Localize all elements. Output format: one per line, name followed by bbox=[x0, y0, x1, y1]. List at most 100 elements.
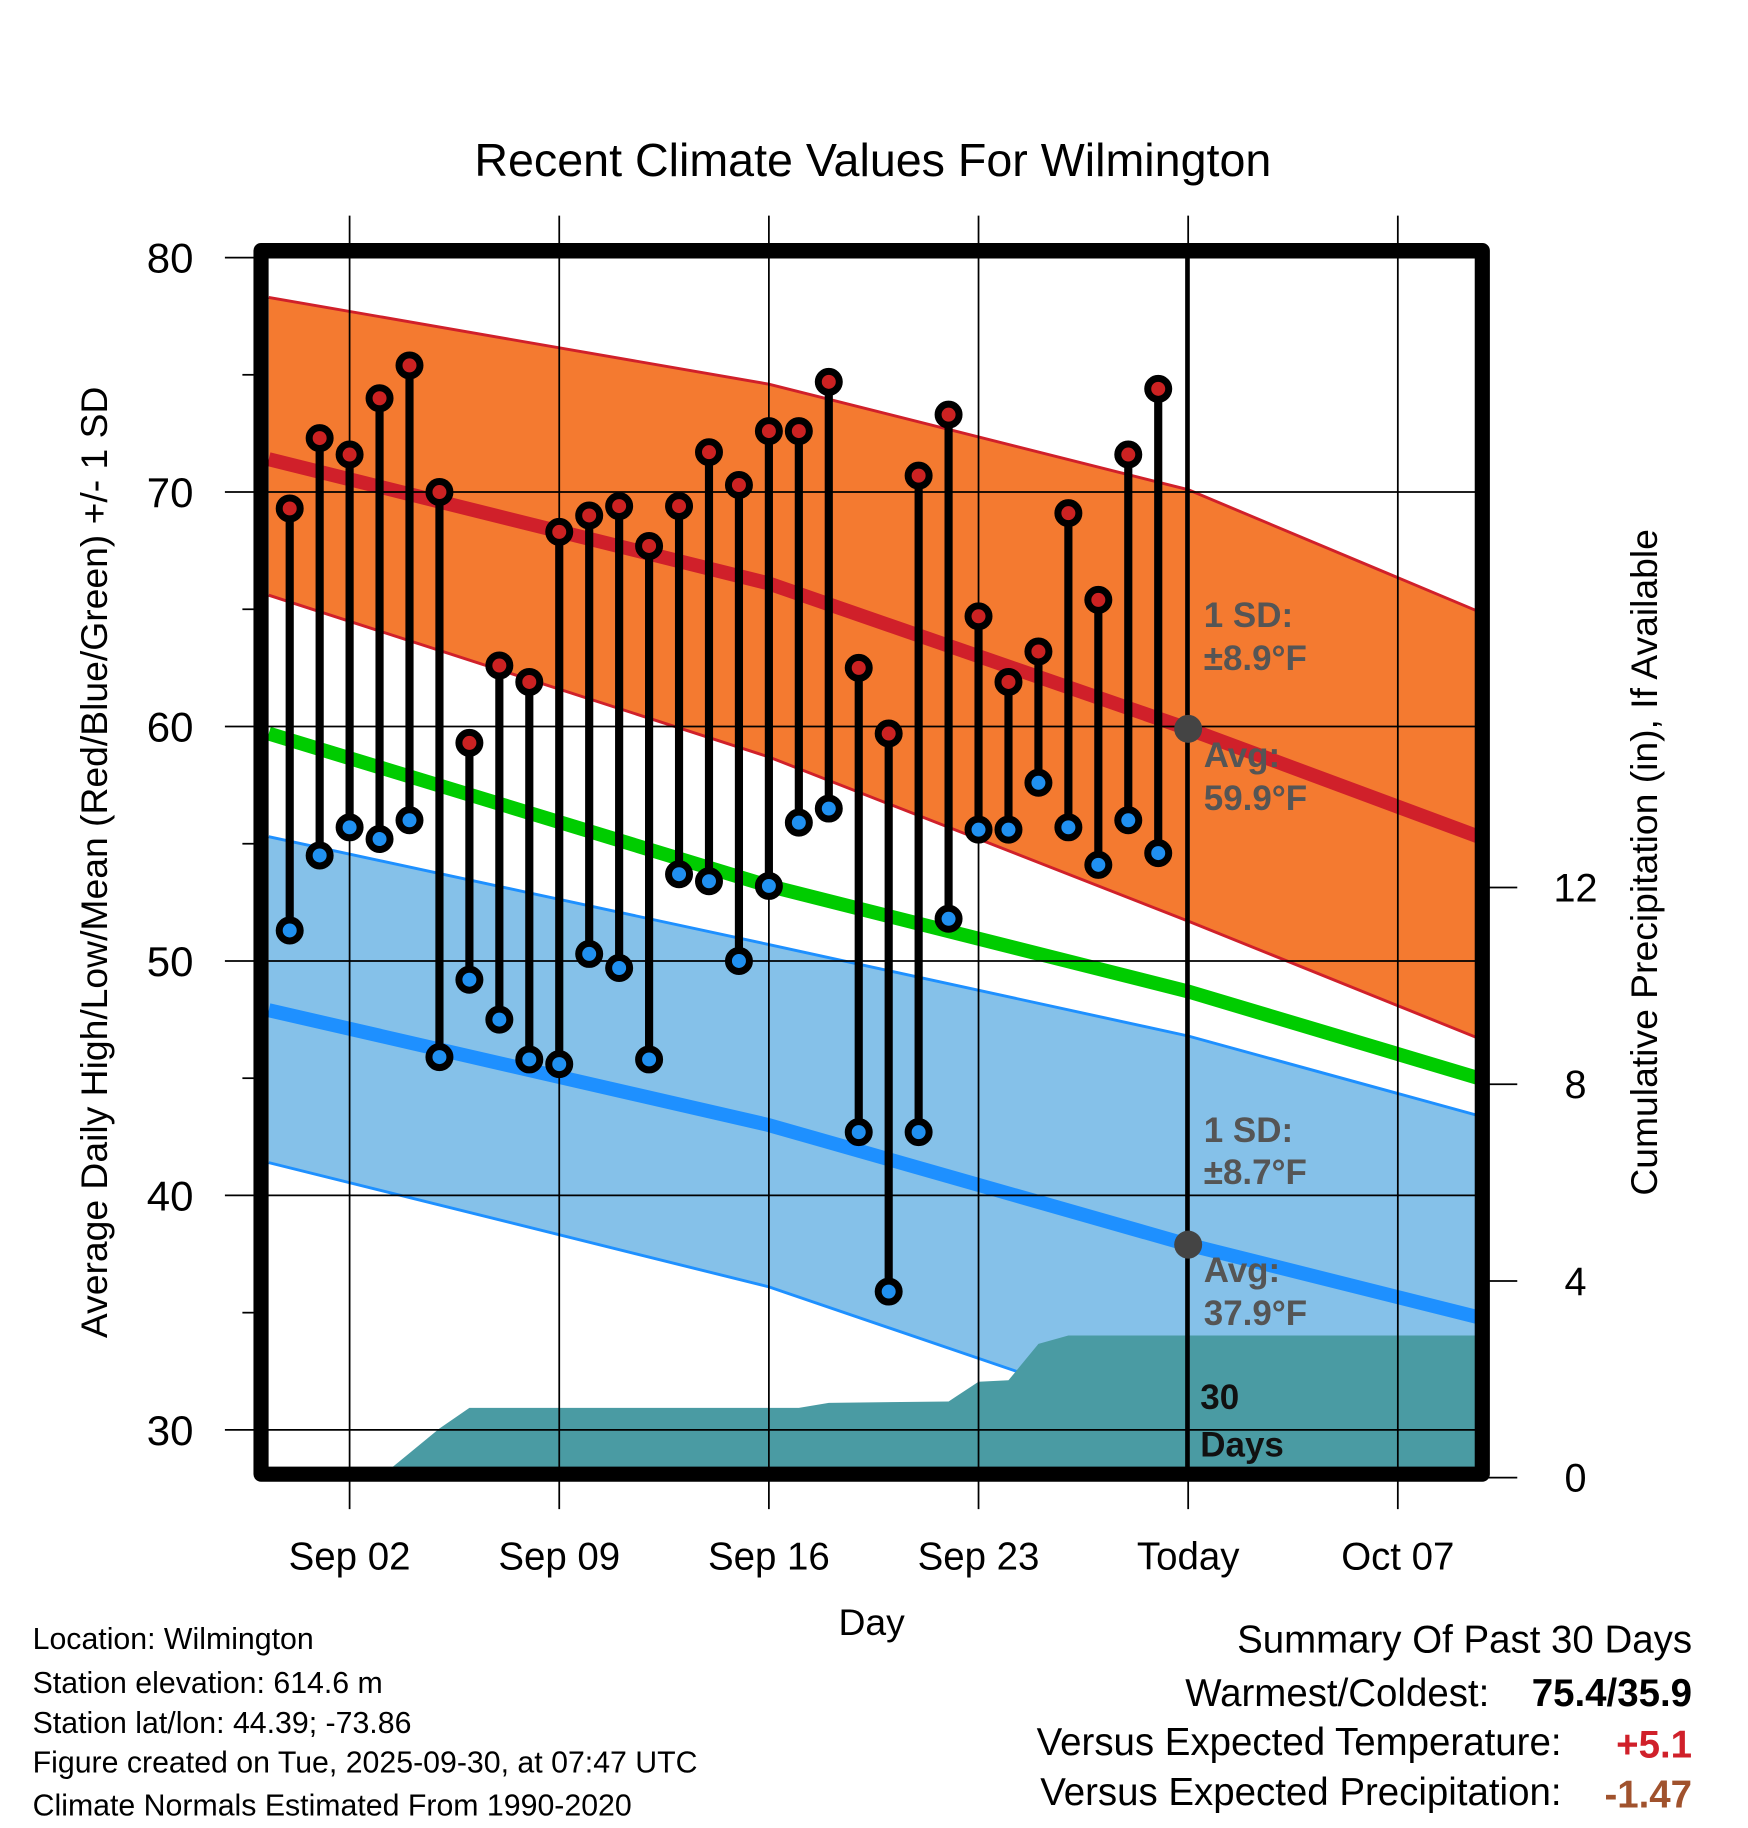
low-point bbox=[305, 841, 334, 870]
summary-title: Summary Of Past 30 Days bbox=[1237, 1618, 1692, 1661]
low-point bbox=[784, 808, 813, 837]
period-number: 30 bbox=[1200, 1378, 1239, 1417]
x-tick-label: Oct 07 bbox=[1341, 1536, 1454, 1579]
y2-axis-title: Cumulative Precipitation (in), If Availa… bbox=[1623, 529, 1665, 1196]
low-point bbox=[844, 1118, 873, 1147]
high-point bbox=[844, 653, 873, 682]
high-point bbox=[724, 471, 753, 499]
low-point bbox=[814, 794, 843, 823]
x-tick-label: Sep 02 bbox=[289, 1536, 411, 1579]
high-point bbox=[1114, 440, 1143, 469]
x-axis-labels: Sep 02 Sep 09 Sep 16 Sep 23 Today Oct 07 bbox=[289, 1536, 1455, 1579]
low-point bbox=[275, 916, 304, 945]
y-tick-label: 30 bbox=[147, 1407, 194, 1454]
low-point bbox=[964, 815, 993, 844]
low-point bbox=[1114, 806, 1143, 835]
high-point bbox=[665, 492, 694, 521]
high-point bbox=[335, 440, 364, 469]
high-avg-value: 59.9°F bbox=[1204, 779, 1307, 818]
y2-tick-label: 4 bbox=[1565, 1260, 1587, 1304]
high-point bbox=[784, 417, 813, 446]
low-point bbox=[395, 806, 424, 835]
high-point bbox=[994, 667, 1023, 696]
y-tick-label: 80 bbox=[147, 235, 194, 282]
high-point bbox=[425, 478, 454, 507]
y-tick-label: 50 bbox=[147, 938, 194, 985]
y2-tick-label: 12 bbox=[1553, 867, 1597, 911]
high-avg-label: Avg: bbox=[1204, 736, 1280, 775]
precip-value: -1.47 bbox=[1604, 1773, 1692, 1816]
high-point bbox=[305, 424, 334, 453]
annotations: 1 SD: ±8.9°F Avg: 59.9°F 1 SD: ±8.7°F Av… bbox=[1200, 596, 1307, 1465]
station-info: Location: Wilmington Station elevation: … bbox=[33, 1623, 698, 1823]
high-point bbox=[1024, 637, 1053, 666]
low-point bbox=[874, 1277, 903, 1306]
low-point bbox=[1144, 839, 1173, 868]
low-point bbox=[455, 965, 484, 994]
low-point bbox=[575, 939, 604, 968]
low-point bbox=[1084, 850, 1113, 879]
high-point bbox=[395, 351, 424, 380]
temp-value: +5.1 bbox=[1616, 1723, 1692, 1766]
elevation-text: Station elevation: 614.6 m bbox=[33, 1667, 383, 1700]
high-point bbox=[365, 384, 394, 413]
y-axis-title: Average Daily High/Low/Mean (Red/Blue/Gr… bbox=[73, 387, 115, 1338]
low-point bbox=[754, 871, 783, 900]
low-point bbox=[665, 860, 694, 889]
high-point bbox=[874, 719, 903, 748]
low-point bbox=[1024, 768, 1053, 797]
warm-cold-value: 75.4/35.9 bbox=[1532, 1672, 1692, 1715]
plot-frame bbox=[253, 243, 1490, 1482]
high-point bbox=[575, 501, 604, 530]
high-point bbox=[275, 494, 304, 523]
high-point bbox=[695, 438, 723, 467]
y2-tick-label: 8 bbox=[1565, 1063, 1587, 1107]
y-tick-label: 40 bbox=[147, 1173, 194, 1220]
high-sd-band bbox=[268, 297, 1478, 1038]
x-axis-title: Day bbox=[839, 1601, 906, 1643]
low-sd-label: 1 SD: bbox=[1204, 1111, 1293, 1150]
low-point bbox=[545, 1050, 574, 1079]
today-high-avg-dot bbox=[1174, 714, 1203, 743]
plot-area bbox=[268, 295, 1478, 1470]
high-point bbox=[814, 367, 843, 396]
y2-tick-label: 0 bbox=[1565, 1457, 1587, 1501]
low-point bbox=[724, 946, 753, 975]
created-text: Figure created on Tue, 2025-09-30, at 07… bbox=[33, 1747, 698, 1780]
y-tick-label: 60 bbox=[147, 704, 194, 751]
temp-label: Versus Expected Temperature: bbox=[1037, 1721, 1562, 1764]
low-point bbox=[934, 904, 963, 933]
low-point bbox=[365, 825, 394, 854]
high-point bbox=[964, 602, 993, 631]
x-tick-label: Today bbox=[1137, 1536, 1240, 1579]
high-point bbox=[485, 651, 514, 680]
y-axis-labels: 80 70 60 50 40 30 bbox=[147, 235, 194, 1454]
today-low-avg-dot bbox=[1174, 1230, 1203, 1259]
low-point bbox=[635, 1045, 664, 1074]
high-sd-label: 1 SD: bbox=[1204, 596, 1293, 635]
chart-title: Recent Climate Values For Wilmington bbox=[474, 134, 1271, 186]
low-point bbox=[335, 813, 364, 842]
high-point bbox=[754, 417, 783, 446]
low-point bbox=[515, 1045, 544, 1074]
high-point bbox=[904, 461, 933, 490]
location-text: Location: Wilmington bbox=[33, 1623, 314, 1656]
high-point bbox=[934, 400, 963, 429]
period-unit: Days bbox=[1200, 1426, 1284, 1465]
high-point bbox=[455, 728, 484, 757]
precip-label: Versus Expected Precipitation: bbox=[1040, 1771, 1561, 1814]
low-point bbox=[695, 867, 723, 896]
low-sd-value: ±8.7°F bbox=[1204, 1153, 1307, 1192]
warm-cold-label: Warmest/Coldest: bbox=[1185, 1672, 1489, 1715]
low-point bbox=[994, 815, 1023, 844]
high-point bbox=[635, 531, 664, 560]
low-point bbox=[904, 1118, 933, 1147]
high-sd-value: ±8.9°F bbox=[1204, 639, 1307, 678]
precipitation-area bbox=[389, 1335, 1478, 1470]
low-avg-value: 37.9°F bbox=[1204, 1294, 1307, 1333]
low-avg-label: Avg: bbox=[1204, 1251, 1280, 1290]
y2-axis-labels: 12 8 4 0 bbox=[1553, 867, 1597, 1501]
high-point bbox=[605, 492, 634, 521]
x-tick-label: Sep 23 bbox=[918, 1536, 1040, 1579]
